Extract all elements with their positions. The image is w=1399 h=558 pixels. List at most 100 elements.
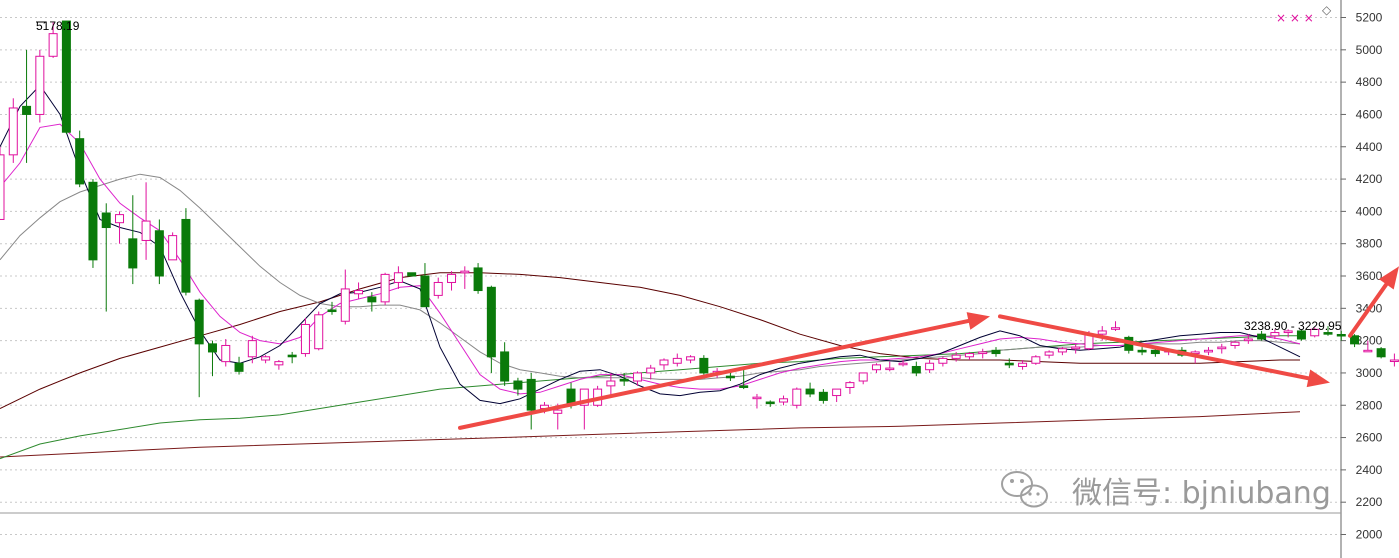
- y-tick-label-2200: 2200: [1356, 495, 1383, 509]
- candle-body: [168, 235, 178, 261]
- candle-body: [460, 270, 470, 274]
- candle-body: [964, 353, 974, 358]
- trend-arrow-shaft-1: [458, 318, 971, 430]
- y-tick-label-2400: 2400: [1356, 463, 1383, 477]
- candle-body: [938, 357, 948, 364]
- candle-body: [61, 20, 71, 133]
- candle-body: [115, 214, 125, 224]
- candle-body: [672, 357, 682, 364]
- corner-marks[interactable]: × × ×: [1276, 11, 1314, 25]
- candle-body: [845, 382, 855, 388]
- candle-body: [513, 380, 523, 390]
- candle-body: [500, 351, 510, 382]
- candle-body: [779, 398, 789, 403]
- y-tick-label-2000: 2000: [1356, 528, 1383, 542]
- candle-body: [447, 273, 457, 283]
- candle-body: [1336, 333, 1346, 337]
- grid-lines: [0, 17, 1341, 535]
- wechat-logo: [1001, 471, 1048, 508]
- candle-body: [1323, 332, 1333, 335]
- candle-body: [8, 107, 18, 156]
- trend-arrow-head-1: [966, 312, 990, 330]
- candle-body: [75, 138, 85, 185]
- candle-body: [1389, 359, 1399, 363]
- candle-body: [898, 362, 908, 366]
- candle-body: [407, 272, 417, 277]
- candle-body: [752, 396, 762, 400]
- ma10-line: [0, 123, 1301, 395]
- candle-body: [48, 33, 58, 57]
- candle-body: [579, 388, 589, 406]
- candle-body: [194, 299, 204, 345]
- candle-body: [1243, 338, 1253, 342]
- candle-body: [739, 385, 749, 388]
- candle-body: [991, 349, 1001, 355]
- candle-body: [420, 275, 430, 308]
- candle-body: [1150, 349, 1160, 355]
- candle-body: [473, 267, 483, 292]
- watermark: 微信号: bjniubang: [1072, 476, 1331, 511]
- candle-body: [1376, 348, 1386, 358]
- candle-body: [553, 409, 563, 414]
- trend-arrows: [458, 266, 1399, 430]
- candle-body: [659, 359, 669, 366]
- candle-body: [1203, 349, 1213, 353]
- candle-body: [1004, 362, 1014, 366]
- y-axis: 2000220024002600280030003200340036003800…: [1341, 11, 1383, 542]
- moving-average-lines: [0, 84, 1301, 460]
- candle-body: [805, 388, 815, 395]
- candle-body: [261, 356, 271, 361]
- trend-arrow-head-3: [1378, 266, 1399, 290]
- y-tick-label-2800: 2800: [1356, 398, 1383, 412]
- candle-body: [1270, 332, 1280, 337]
- candle-body: [686, 356, 696, 361]
- y-tick-label-4200: 4200: [1356, 172, 1383, 186]
- ma20-line: [0, 173, 1301, 380]
- candle-body: [632, 372, 642, 382]
- candle-body: [832, 388, 842, 397]
- candle-body: [646, 367, 656, 374]
- candle-body: [154, 230, 164, 277]
- candle-body: [181, 218, 191, 293]
- candle-body: [619, 378, 629, 382]
- trend-arrow-head-2: [1306, 369, 1330, 388]
- candle-body: [274, 361, 284, 366]
- trend-arrow-shaft-3: [1348, 282, 1389, 338]
- candle-body: [1057, 348, 1067, 353]
- candle-body: [486, 286, 496, 358]
- candle-body: [300, 323, 310, 355]
- candle-body: [22, 105, 32, 115]
- candle-body: [1257, 333, 1267, 340]
- ma5-line: [0, 84, 1301, 405]
- y-tick-label-3200: 3200: [1356, 334, 1383, 348]
- ma120-line: [0, 335, 1300, 460]
- candle-body: [247, 340, 257, 358]
- candle-body: [234, 362, 244, 372]
- candle-body: [1044, 351, 1054, 356]
- candle-body: [1296, 330, 1306, 340]
- candle-body: [1097, 330, 1107, 335]
- candle-body: [871, 364, 881, 371]
- candle-body: [35, 55, 45, 115]
- candle-body: [1310, 328, 1320, 337]
- candle-body: [327, 309, 337, 313]
- candle-body: [885, 367, 895, 371]
- candle-body: [1350, 335, 1360, 345]
- candle-body: [354, 290, 364, 295]
- diamond-icon[interactable]: ◇: [1322, 3, 1332, 17]
- candle-body: [1230, 341, 1240, 346]
- range-label: 3238.90 - 3229.95: [1244, 319, 1342, 333]
- y-tick-label-3800: 3800: [1356, 237, 1383, 251]
- candle-body: [207, 343, 217, 353]
- y-tick-label-2600: 2600: [1356, 431, 1383, 445]
- candle-body: [393, 272, 403, 283]
- y-tick-label-3600: 3600: [1356, 269, 1383, 283]
- ma250-line: [0, 411, 1301, 458]
- candle-body: [765, 401, 775, 405]
- candle-body: [1283, 330, 1293, 334]
- candle-body: [88, 181, 98, 261]
- candle-body: [1111, 327, 1121, 330]
- y-tick-label-5000: 5000: [1356, 43, 1383, 57]
- candle-body: [367, 296, 377, 303]
- candle-body: [433, 281, 443, 296]
